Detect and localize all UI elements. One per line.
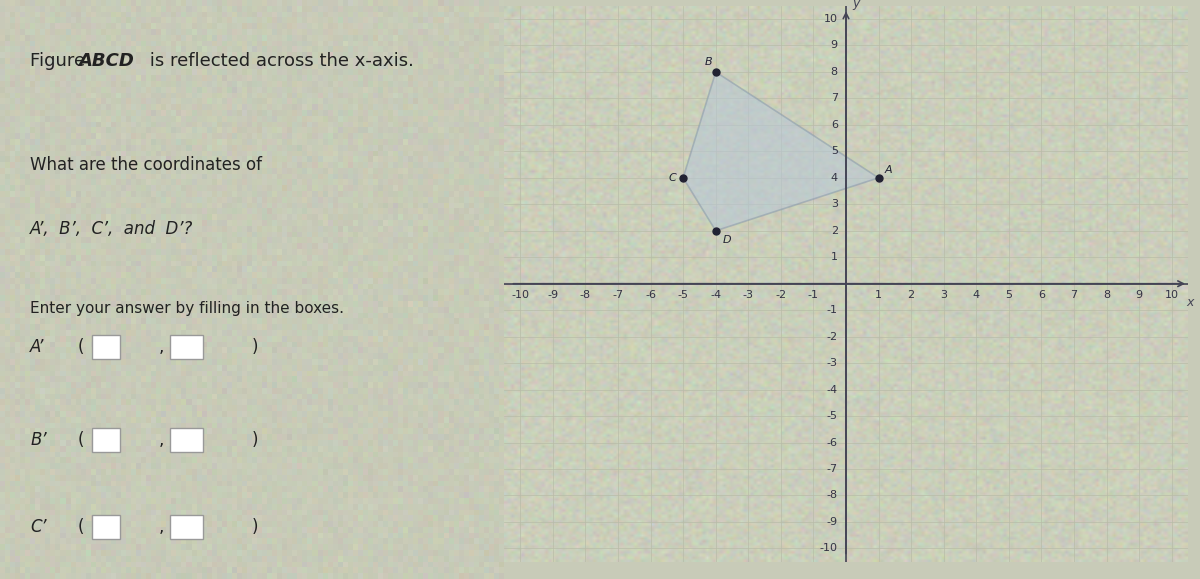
Text: Figure: Figure bbox=[30, 52, 91, 70]
Text: 1: 1 bbox=[830, 252, 838, 262]
Text: ,: , bbox=[158, 518, 164, 536]
Text: ): ) bbox=[252, 431, 258, 449]
Text: -5: -5 bbox=[827, 411, 838, 421]
Text: B: B bbox=[704, 57, 713, 67]
Text: -2: -2 bbox=[775, 290, 786, 301]
Text: -3: -3 bbox=[827, 358, 838, 368]
Text: -7: -7 bbox=[827, 464, 838, 474]
Text: 2: 2 bbox=[830, 226, 838, 236]
Text: 7: 7 bbox=[1070, 290, 1078, 301]
Text: -9: -9 bbox=[827, 517, 838, 527]
Text: -10: -10 bbox=[820, 544, 838, 554]
Text: (: ( bbox=[78, 518, 84, 536]
Text: 2: 2 bbox=[907, 290, 914, 301]
Text: Enter your answer by filling in the boxes.: Enter your answer by filling in the boxe… bbox=[30, 301, 344, 316]
Text: -5: -5 bbox=[678, 290, 689, 301]
Text: C: C bbox=[668, 173, 677, 183]
Text: A: A bbox=[886, 165, 893, 175]
Text: -8: -8 bbox=[580, 290, 590, 301]
Text: A’,  B’,  C’,  and  D’?: A’, B’, C’, and D’? bbox=[30, 220, 193, 238]
Text: A’: A’ bbox=[30, 338, 44, 357]
Text: 3: 3 bbox=[830, 199, 838, 209]
Text: -4: -4 bbox=[827, 384, 838, 394]
Text: ABCD: ABCD bbox=[78, 52, 134, 70]
Text: 5: 5 bbox=[1006, 290, 1013, 301]
Text: 6: 6 bbox=[1038, 290, 1045, 301]
Text: 8: 8 bbox=[1103, 290, 1110, 301]
Text: -7: -7 bbox=[612, 290, 624, 301]
Text: ): ) bbox=[252, 338, 258, 357]
Text: -3: -3 bbox=[743, 290, 754, 301]
Text: -1: -1 bbox=[808, 290, 818, 301]
Text: -9: -9 bbox=[547, 290, 558, 301]
Text: -8: -8 bbox=[827, 490, 838, 500]
Text: ,: , bbox=[158, 338, 164, 357]
Text: 4: 4 bbox=[973, 290, 980, 301]
Text: x: x bbox=[1187, 296, 1194, 309]
Text: -4: -4 bbox=[710, 290, 721, 301]
Polygon shape bbox=[683, 72, 878, 231]
Text: -10: -10 bbox=[511, 290, 529, 301]
Text: y: y bbox=[852, 0, 860, 10]
Text: D: D bbox=[722, 234, 731, 245]
Text: (: ( bbox=[78, 431, 84, 449]
Text: -2: -2 bbox=[827, 332, 838, 342]
Text: 6: 6 bbox=[830, 120, 838, 130]
Text: ,: , bbox=[158, 431, 164, 449]
Text: is reflected across the x-axis.: is reflected across the x-axis. bbox=[144, 52, 414, 70]
Text: 10: 10 bbox=[824, 14, 838, 24]
Text: B’: B’ bbox=[30, 431, 47, 449]
Text: 7: 7 bbox=[830, 93, 838, 104]
Text: (: ( bbox=[78, 338, 84, 357]
Text: 9: 9 bbox=[1135, 290, 1142, 301]
Text: 9: 9 bbox=[830, 41, 838, 50]
Text: What are the coordinates of: What are the coordinates of bbox=[30, 156, 272, 174]
Text: C’: C’ bbox=[30, 518, 47, 536]
Text: -1: -1 bbox=[827, 305, 838, 315]
Text: 5: 5 bbox=[830, 146, 838, 156]
Text: -6: -6 bbox=[827, 438, 838, 448]
Text: 8: 8 bbox=[830, 67, 838, 77]
Text: 10: 10 bbox=[1165, 290, 1178, 301]
Text: 4: 4 bbox=[830, 173, 838, 183]
Text: ): ) bbox=[252, 518, 258, 536]
Text: -6: -6 bbox=[646, 290, 656, 301]
Text: 1: 1 bbox=[875, 290, 882, 301]
Text: 3: 3 bbox=[941, 290, 947, 301]
